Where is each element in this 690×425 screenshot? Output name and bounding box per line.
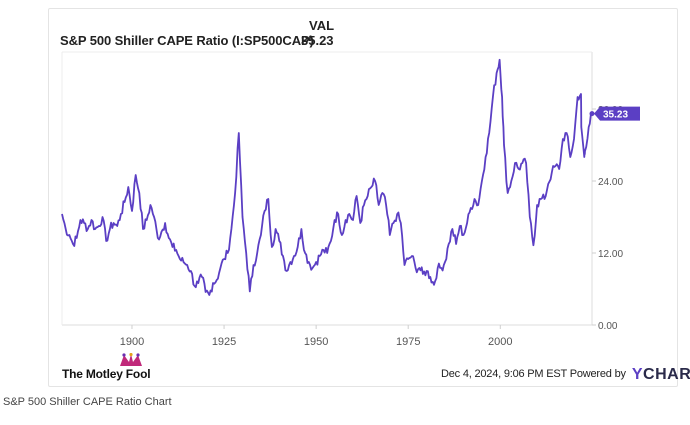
ycharts-y: Y (631, 366, 644, 383)
y-tick-label: 0.00 (598, 321, 618, 332)
brand-name: The Motley Fool (62, 367, 151, 381)
last-value-flag (594, 106, 640, 121)
legend-value: 35.23 (301, 33, 334, 48)
legend-header: VAL (309, 18, 335, 33)
x-tick-label: 1925 (212, 336, 236, 348)
x-tick-label: 1975 (396, 336, 420, 348)
last-value-label: 35.23 (603, 110, 628, 121)
y-tick-label: 24.00 (598, 177, 623, 188)
chart-card (48, 8, 678, 387)
x-tick-label: 2000 (488, 336, 512, 348)
image-caption: S&P 500 Shiller CAPE Ratio Chart (3, 396, 172, 408)
x-tick-label: 1950 (304, 336, 328, 348)
footer-attribution: Dec 4, 2024, 9:06 PM EST Powered by YCHA… (441, 366, 690, 384)
y-tick-label: 12.00 (598, 249, 623, 260)
footer-date: Dec 4, 2024, 9:06 PM EST Powered by (441, 368, 626, 380)
legend-series-name[interactable]: S&P 500 Shiller CAPE Ratio (I:SP500CAP) (60, 33, 314, 48)
motley-fool-logo[interactable]: The Motley Fool (62, 353, 152, 383)
series-end-point (589, 111, 595, 117)
x-tick-label: 1900 (120, 336, 144, 348)
ycharts-rest: CHARTS (643, 366, 690, 383)
series-line-cape (61, 58, 593, 296)
jester-hat-icon (120, 353, 142, 366)
ycharts-logo[interactable]: YCHARTS (632, 366, 690, 383)
